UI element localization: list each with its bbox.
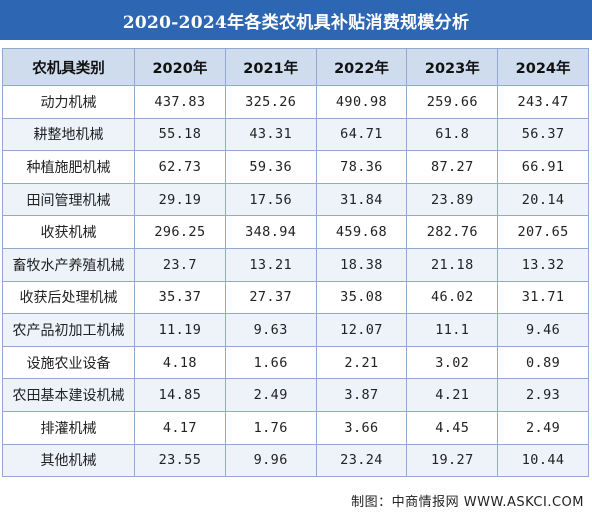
table-row: 种植施肥机械 62.73 59.36 78.36 87.27 66.91 <box>2 150 589 184</box>
header-row: 农机具类别 2020年 2021年 2022年 2023年 2024年 <box>2 48 589 86</box>
category-cell: 田间管理机械 <box>2 182 135 217</box>
value-cell: 35.08 <box>315 280 408 315</box>
value-cell: 2.93 <box>497 378 589 412</box>
value-cell: 23.55 <box>134 443 226 478</box>
value-cell: 9.96 <box>224 443 317 478</box>
value-cell: 3.87 <box>315 378 408 412</box>
value-cell: 207.65 <box>497 215 589 249</box>
value-cell: 64.71 <box>315 117 408 152</box>
table-row: 动力机械 437.83 325.26 490.98 259.66 243.47 <box>2 85 589 119</box>
table-row: 收获机械 296.25 348.94 459.68 282.76 207.65 <box>2 215 589 249</box>
category-cell: 种植施肥机械 <box>2 150 135 184</box>
header-2022: 2022年 <box>315 48 408 86</box>
value-cell: 325.26 <box>224 85 317 119</box>
header-2023: 2023年 <box>406 48 499 86</box>
table-row: 耕整地机械 55.18 43.31 64.71 61.8 56.37 <box>2 117 589 152</box>
category-cell: 耕整地机械 <box>2 117 135 152</box>
table-row: 农产品初加工机械 11.19 9.63 12.07 11.1 9.46 <box>2 313 589 347</box>
value-cell: 1.76 <box>224 410 317 445</box>
value-cell: 4.21 <box>406 378 499 412</box>
value-cell: 3.66 <box>315 410 408 445</box>
value-cell: 1.66 <box>224 345 317 380</box>
value-cell: 19.27 <box>406 443 499 478</box>
category-cell: 农产品初加工机械 <box>2 313 135 347</box>
value-cell: 23.24 <box>315 443 408 478</box>
value-cell: 27.37 <box>224 280 317 315</box>
category-cell: 畜牧水产养殖机械 <box>2 247 135 282</box>
value-cell: 46.02 <box>406 280 499 315</box>
value-cell: 243.47 <box>497 85 589 119</box>
table-row: 其他机械 23.55 9.96 23.24 19.27 10.44 <box>2 443 589 478</box>
value-cell: 0.89 <box>497 345 589 380</box>
category-cell: 动力机械 <box>2 85 135 119</box>
value-cell: 437.83 <box>134 85 226 119</box>
value-cell: 9.46 <box>497 313 589 347</box>
data-table: 农机具类别 2020年 2021年 2022年 2023年 2024年 动力机械… <box>2 48 589 478</box>
value-cell: 17.56 <box>224 182 317 217</box>
value-cell: 10.44 <box>497 443 589 478</box>
value-cell: 23.7 <box>134 247 226 282</box>
category-cell: 收获机械 <box>2 215 135 249</box>
category-cell: 农田基本建设机械 <box>2 378 135 412</box>
value-cell: 62.73 <box>134 150 226 184</box>
table-row: 收获后处理机械 35.37 27.37 35.08 46.02 31.71 <box>2 280 589 315</box>
header-2020: 2020年 <box>134 48 226 86</box>
value-cell: 31.71 <box>497 280 589 315</box>
value-cell: 282.76 <box>406 215 499 249</box>
value-cell: 14.85 <box>134 378 226 412</box>
value-cell: 59.36 <box>224 150 317 184</box>
category-cell: 收获后处理机械 <box>2 280 135 315</box>
value-cell: 20.14 <box>497 182 589 217</box>
value-cell: 11.1 <box>406 313 499 347</box>
table-row: 田间管理机械 29.19 17.56 31.84 23.89 20.14 <box>2 182 589 217</box>
value-cell: 490.98 <box>315 85 408 119</box>
value-cell: 61.8 <box>406 117 499 152</box>
value-cell: 31.84 <box>315 182 408 217</box>
value-cell: 4.17 <box>134 410 226 445</box>
value-cell: 21.18 <box>406 247 499 282</box>
table-row: 农田基本建设机械 14.85 2.49 3.87 4.21 2.93 <box>2 378 589 412</box>
header-category: 农机具类别 <box>2 48 135 86</box>
value-cell: 35.37 <box>134 280 226 315</box>
value-cell: 56.37 <box>497 117 589 152</box>
category-cell: 排灌机械 <box>2 410 135 445</box>
value-cell: 2.21 <box>315 345 408 380</box>
table-row: 畜牧水产养殖机械 23.7 13.21 18.38 21.18 13.32 <box>2 247 589 282</box>
value-cell: 18.38 <box>315 247 408 282</box>
value-cell: 13.32 <box>497 247 589 282</box>
value-cell: 9.63 <box>224 313 317 347</box>
table-row: 设施农业设备 4.18 1.66 2.21 3.02 0.89 <box>2 345 589 380</box>
value-cell: 23.89 <box>406 182 499 217</box>
table-body: 动力机械 437.83 325.26 490.98 259.66 243.47 耕整地机械 5… <box>2 85 589 478</box>
value-cell: 87.27 <box>406 150 499 184</box>
value-cell: 296.25 <box>134 215 226 249</box>
value-cell: 4.18 <box>134 345 226 380</box>
header-2024: 2024年 <box>497 48 589 86</box>
value-cell: 29.19 <box>134 182 226 217</box>
value-cell: 55.18 <box>134 117 226 152</box>
value-cell: 13.21 <box>224 247 317 282</box>
value-cell: 2.49 <box>497 410 589 445</box>
category-cell: 设施农业设备 <box>2 345 135 380</box>
value-cell: 459.68 <box>315 215 408 249</box>
value-cell: 43.31 <box>224 117 317 152</box>
value-cell: 259.66 <box>406 85 499 119</box>
source-credit: 制图：中商情报网 WWW.ASKCI.COM <box>351 495 584 510</box>
category-cell: 其他机械 <box>2 443 135 478</box>
page-title: 2020-2024年各类农机具补贴消费规模分析 <box>0 0 592 40</box>
value-cell: 4.45 <box>406 410 499 445</box>
value-cell: 11.19 <box>134 313 226 347</box>
value-cell: 66.91 <box>497 150 589 184</box>
header-2021: 2021年 <box>224 48 317 86</box>
value-cell: 348.94 <box>224 215 317 249</box>
value-cell: 3.02 <box>406 345 499 380</box>
value-cell: 12.07 <box>315 313 408 347</box>
value-cell: 78.36 <box>315 150 408 184</box>
value-cell: 2.49 <box>224 378 317 412</box>
table-row: 排灌机械 4.17 1.76 3.66 4.45 2.49 <box>2 410 589 445</box>
table-header: 农机具类别 2020年 2021年 2022年 2023年 2024年 <box>2 48 589 86</box>
